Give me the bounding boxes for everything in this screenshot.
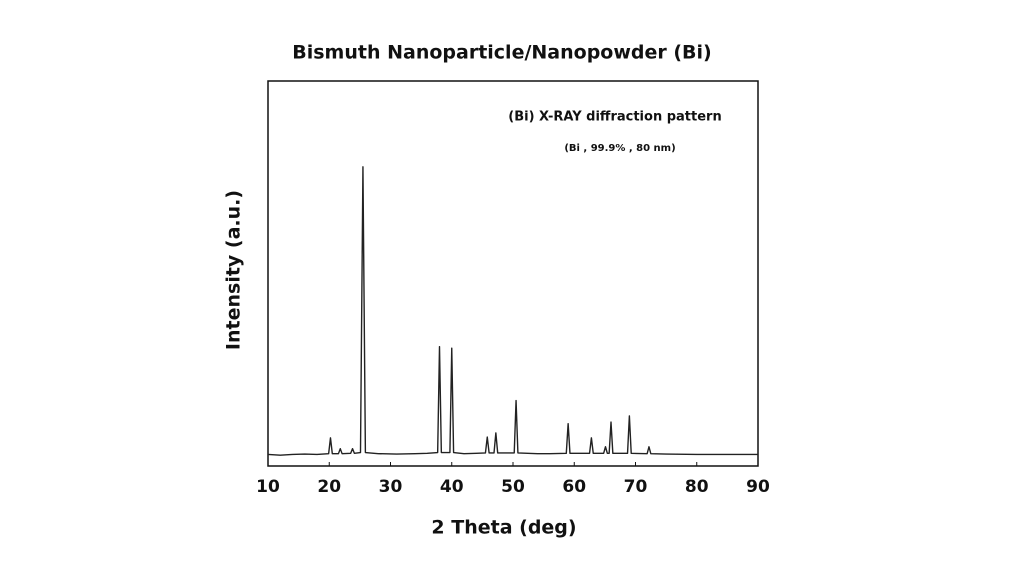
x-tick-label: 90 xyxy=(746,477,770,497)
x-tick-label: 30 xyxy=(379,477,403,497)
x-tick-label: 60 xyxy=(562,477,586,497)
annotation: (Bi , 99.9% , 80 nm) xyxy=(564,143,675,154)
x-tick-label: 80 xyxy=(685,477,709,497)
annotation: (Bi) X-RAY diffraction pattern xyxy=(508,110,721,125)
x-tick-label: 20 xyxy=(317,477,341,497)
x-tick-label: 70 xyxy=(624,477,648,497)
y-axis-label: Intensity (a.u.) xyxy=(223,190,245,350)
x-tick-label: 40 xyxy=(440,477,464,497)
x-axis-label: 2 Theta (deg) xyxy=(431,517,576,539)
x-tick-label: 50 xyxy=(501,477,525,497)
x-tick-label: 10 xyxy=(256,477,280,497)
data-line xyxy=(267,166,758,456)
chart-title: Bismuth Nanoparticle/Nanopowder (Bi) xyxy=(292,42,711,64)
